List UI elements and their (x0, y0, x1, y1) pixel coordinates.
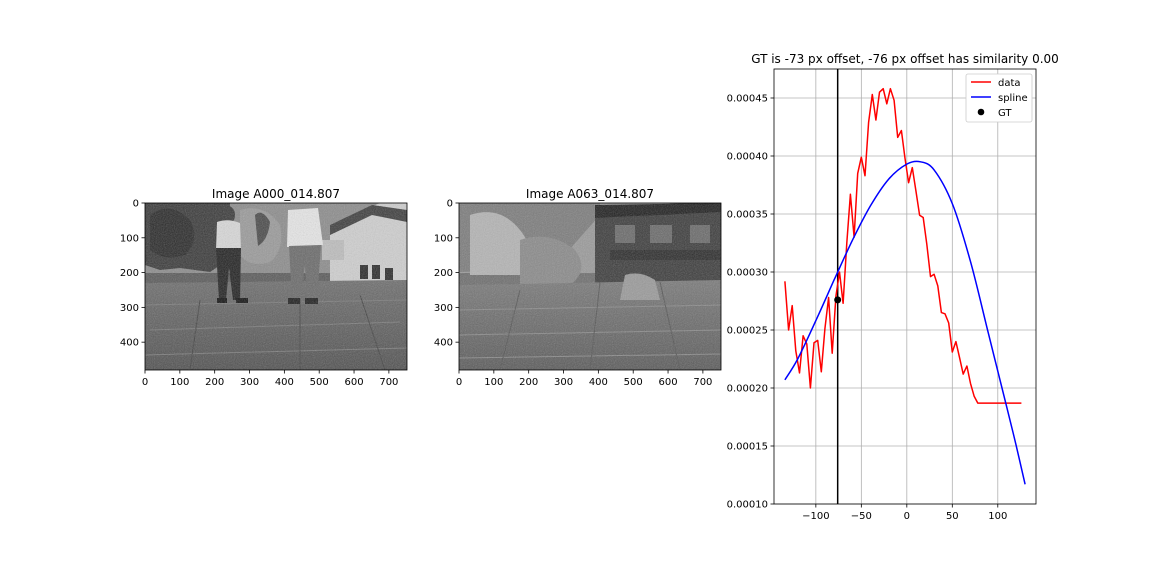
y-tick-label: 0.00045 (727, 94, 768, 105)
panel-2-x-tick-label: 400 (589, 377, 608, 388)
legend-data-label: data (998, 78, 1021, 89)
x-tick-label: 50 (946, 511, 959, 522)
x-tick-label: 100 (988, 511, 1007, 522)
chart-y-ticks: 0.00010 0.00015 0.00020 0.00025 0.00030 0.000… (727, 94, 774, 511)
panel-2-y-tick-label: 400 (434, 338, 453, 349)
image-panel-2: Image A063_014.807 0 100 200 300 400 500 600 70… (434, 187, 722, 388)
panel-1-x-ticks: 0 100 200 300 400 500 600 700 (142, 370, 398, 388)
panel-1-title: Image A000_014.807 (212, 187, 340, 201)
panel-2-x-tick-label: 700 (693, 377, 712, 388)
panel-2-x-tick-label: 0 (456, 377, 462, 388)
panel-1-y-tick-label: 200 (120, 268, 139, 279)
panel-2-x-tick-label: 100 (484, 377, 503, 388)
panel-1-x-tick-label: 300 (240, 377, 259, 388)
series-data-line (784, 87, 1022, 404)
chart-plot-area (784, 69, 1026, 504)
similarity-chart: GT is -73 px offset, -76 px offset has s… (727, 52, 1059, 522)
panel-1-x-tick-label: 0 (142, 377, 148, 388)
panel-2-x-tick-label: 300 (554, 377, 573, 388)
panel-1-x-tick-label: 200 (205, 377, 224, 388)
y-tick-label: 0.00035 (727, 210, 768, 221)
panel-2-y-tick-label: 200 (434, 268, 453, 279)
chart-title: GT is -73 px offset, -76 px offset has s… (751, 52, 1059, 66)
panel-2-y-tick-label: 0 (447, 199, 453, 210)
panel-1-y-tick-label: 300 (120, 303, 139, 314)
y-tick-label: 0.00030 (727, 268, 768, 279)
panel-1-x-tick-label: 500 (310, 377, 329, 388)
legend-gt-marker (977, 108, 985, 116)
panel-1-y-tick-label: 100 (120, 233, 139, 244)
panel-2-x-tick-label: 600 (658, 377, 677, 388)
y-tick-label: 0.00040 (727, 152, 768, 163)
panel-1-x-tick-label: 700 (379, 377, 398, 388)
panel-1-y-ticks: 0 100 200 300 400 (120, 199, 145, 349)
panel-2-title: Image A063_014.807 (526, 187, 654, 201)
legend-gt-label: GT (998, 108, 1012, 119)
chart-x-ticks: −100 −50 0 50 100 (802, 504, 1007, 522)
camera-image-2 (459, 203, 721, 370)
legend-spline-label: spline (998, 93, 1028, 104)
panel-2-x-ticks: 0 100 200 300 400 500 600 700 (456, 370, 712, 388)
y-tick-label: 0.00015 (727, 442, 768, 453)
panel-2-y-tick-label: 300 (434, 303, 453, 314)
image-panel-1: Image A000_014.807 (120, 187, 408, 388)
y-tick-label: 0.00020 (727, 384, 768, 395)
x-tick-label: −50 (851, 511, 872, 522)
panel-1-x-tick-label: 100 (170, 377, 189, 388)
panel-2-y-tick-label: 100 (434, 233, 453, 244)
panel-2-y-ticks: 0 100 200 300 400 (434, 199, 459, 349)
x-tick-label: 0 (904, 511, 910, 522)
chart-legend: data spline GT (965, 73, 1033, 123)
series-spline-line (784, 160, 1026, 485)
panel-1-x-tick-label: 600 (344, 377, 363, 388)
camera-image-1 (145, 203, 407, 370)
panel-2-x-tick-label: 500 (624, 377, 643, 388)
panel-2-x-tick-label: 200 (519, 377, 538, 388)
panel-1-y-tick-label: 0 (133, 199, 139, 210)
chart-axes-frame (773, 68, 1037, 505)
gt-point (834, 296, 842, 304)
panel-1-y-tick-label: 400 (120, 338, 139, 349)
y-tick-label: 0.00010 (727, 500, 768, 511)
y-tick-label: 0.00025 (727, 326, 768, 337)
panel-1-x-tick-label: 400 (275, 377, 294, 388)
x-tick-label: −100 (802, 511, 829, 522)
chart-gridlines (774, 69, 1036, 505)
